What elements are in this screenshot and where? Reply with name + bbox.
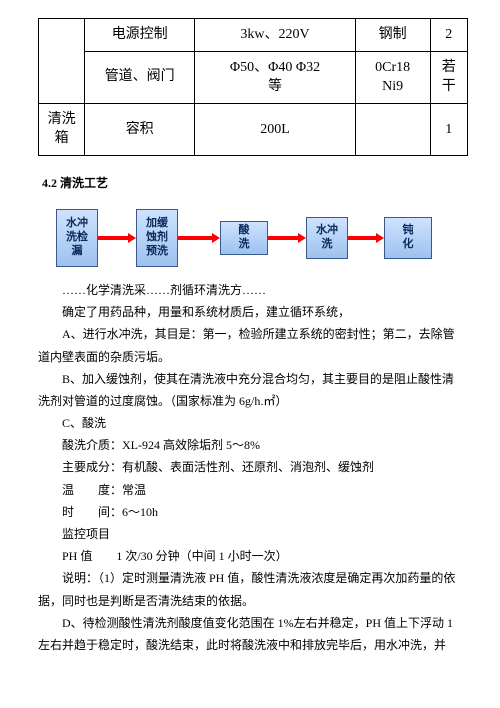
flow-arrow [268,233,306,243]
flow-node: 水冲 洗检 漏 [56,209,98,267]
flow-arrow [178,233,220,243]
para: 温 度：常温 [38,479,468,501]
para: A、进行水冲洗，其目是：第一，检验所建立系统的密封性；第二，去除管 [38,323,468,345]
cell: 管道、阀门 [85,51,195,103]
flowchart: 水冲 洗检 漏加缓 蚀剂 预洗 酸 洗 水冲 洗钝 化 [38,203,468,275]
cell: 0Cr18 Ni9 [355,51,430,103]
cell: 1 [430,103,467,155]
cell: 钢制 [355,19,430,52]
para: 主要成分：有机酸、表面活性剂、还原剂、消泡剂、缓蚀剂 [38,456,468,478]
cell: 2 [430,19,467,52]
table-row: 清洗 箱 容积 200L 1 [39,103,468,155]
cell [39,19,85,104]
section-title: 4.2 清洗工艺 [42,174,468,191]
table-row: 电源控制 3kw、220V 钢制 2 [39,19,468,52]
para: ……化学清洗采……剂循环清洗方…… [38,279,468,301]
para: PH 值 1 次/30 分钟（中间 1 小时一次） [38,545,468,567]
para: 洗剂对管道的过度腐蚀。（国家标准为 6g/h.㎡） [38,390,468,412]
cell: 容积 [85,103,195,155]
flow-node: 酸 洗 [220,221,268,255]
para: C、酸洗 [38,412,468,434]
flow-node: 钝 化 [384,217,432,259]
para: B、加入缓蚀剂，使其在清洗液中充分混合均匀，其主要目的是阻止酸性清 [38,368,468,390]
cell: 若 干 [430,51,467,103]
flow-node: 水冲 洗 [306,217,348,259]
cell: 清洗 箱 [39,103,85,155]
para: 左右并趋于稳定时，酸洗结束，此时将酸洗液中和排放完毕后，用水冲洗，并 [38,634,468,656]
para: 时 间：6～10h [38,501,468,523]
body-text: ……化学清洗采……剂循环清洗方…… 确定了用药品种，用量和系统材质后，建立循环系… [38,279,468,656]
para: 酸洗介质：XL-924 高效除垢剂 5～8% [38,434,468,456]
cell: Φ50、Φ40 Φ32 等 [195,51,356,103]
para: 道内壁表面的杂质污垢。 [38,346,468,368]
cell: 200L [195,103,356,155]
spec-table: 电源控制 3kw、220V 钢制 2 管道、阀门 Φ50、Φ40 Φ32 等 0… [38,18,468,156]
cell: 电源控制 [85,19,195,52]
table-row: 管道、阀门 Φ50、Φ40 Φ32 等 0Cr18 Ni9 若 干 [39,51,468,103]
para: 监控项目 [38,523,468,545]
flow-arrow [348,233,384,243]
para: 确定了用药品种，用量和系统材质后，建立循环系统， [38,301,468,323]
flow-node: 加缓 蚀剂 预洗 [136,209,178,267]
para: 说明：（1）定时测量清洗液 PH 值，酸性清洗液浓度是确定再次加药量的依 [38,567,468,589]
flow-arrow [98,233,136,243]
cell: 3kw、220V [195,19,356,52]
para: D、待检测酸性清洗剂酸度值变化范围在 1%左右并稳定，PH 值上下浮动 1 [38,612,468,634]
para: 据，同时也是判断是否清洗结束的依据。 [38,590,468,612]
cell [355,103,430,155]
